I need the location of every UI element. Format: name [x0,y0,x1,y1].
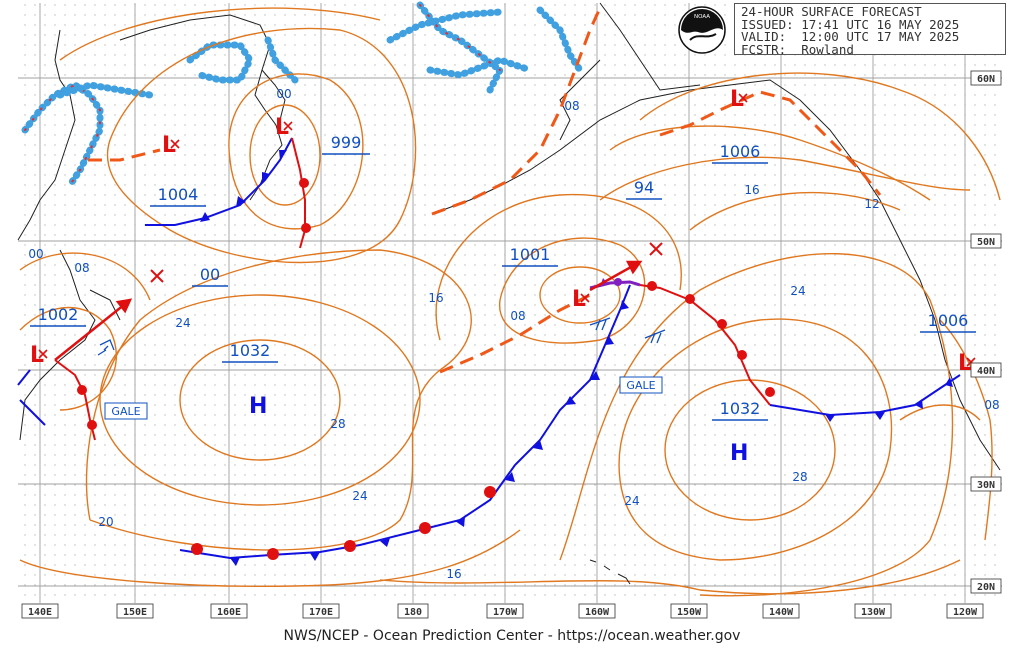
low-x-marks [38,93,976,367]
cold-front-barbs [200,150,953,566]
isobar-label: 28 [792,470,807,484]
isobar-label: 20 [98,515,113,529]
isobar-label: 12 [864,197,879,211]
noaa-logo: NOAA [678,6,726,54]
isobars [19,7,1001,597]
lat-label: 40N [977,366,995,377]
trough-lines [88,7,882,374]
isobar-label: 16 [744,183,759,197]
isobar-label: 08 [510,309,525,323]
lon-label: 160E [217,607,241,618]
forecast-info-box: 24-HOUR SURFACE FORECAST ISSUED: 17:41 U… [734,3,1006,55]
lat-label: 30N [977,480,995,491]
low-symbol: L [572,287,586,312]
lat-label: 50N [977,237,995,248]
gale-label: GALE [626,379,655,392]
pressure-label: 1001 [510,245,551,264]
isobar-label: 24 [352,489,367,503]
low-symbols: L L L L L L [30,87,972,376]
issued-time: ISSUED: 17:41 UTC 16 MAY 2025 [741,16,960,32]
low-symbol: L [730,87,744,112]
isobar-label: 28 [330,417,345,431]
pressure-label: 1032 [230,341,271,360]
high-symbols: H H [249,394,748,466]
high-symbol: H [730,441,748,466]
low-symbol: L [30,343,44,368]
gale-labels: GALE GALE [104,376,663,420]
coastlines [17,2,1001,471]
isobar-label: 08 [984,398,999,412]
isobar-label: 00 [276,87,291,101]
islands [589,559,631,585]
isobar-label: 16 [446,567,461,581]
ice-edge [21,1,584,189]
pressure-label-underlines [30,153,976,421]
wind-barbs [97,317,666,356]
lon-label: 120W [953,607,978,618]
storm-track-arrows [54,260,643,361]
forecast-x-marks [150,242,663,283]
pressure-label: 1004 [158,185,199,204]
lat-label: 60N [977,74,995,85]
isobar-label: 24 [175,316,190,330]
lon-label: 140W [769,607,794,618]
map-background [18,3,1002,603]
svg-text:NOAA: NOAA [694,14,710,20]
lat-label: 20N [977,582,995,593]
pressure-label: 1006 [720,142,761,161]
high-symbol: H [249,394,267,419]
isobar-label: 24 [624,494,639,508]
low-symbol: L [162,133,176,158]
isobar-label: 16 [428,291,443,305]
isobar-label: 08 [74,261,89,275]
valid-time: VALID: 12:00 UTC 17 MAY 2025 [741,29,960,44]
pressure-labels: 1004 999 1002 00 1032 1001 1006 94 1032 … [38,133,969,418]
lon-label: 130W [861,607,886,618]
lon-label: 170E [309,607,333,618]
low-symbol: L [958,351,972,376]
pressure-label: 94 [634,178,654,197]
lon-label: 140E [28,607,52,618]
forecaster: FCSTR: Rowland [741,41,854,57]
footer-credit: NWS/NCEP - Ocean Prediction Center - htt… [283,628,741,644]
pressure-label: 00 [200,265,220,284]
isobar-labels: 00 00 08 24 28 24 20 16 16 08 24 28 24 1… [28,87,999,581]
pressure-label: 1006 [928,311,969,330]
lat-labels: 60N 50N 40N 30N 20N [970,70,1002,594]
lon-label: 150E [123,607,147,618]
lon-label: 160W [585,607,610,618]
gale-label: GALE [111,405,140,418]
pressure-label: 1002 [38,305,79,324]
lon-label: 170W [493,607,518,618]
isobar-label: 24 [790,284,805,298]
lon-labels: 140E 150E 160E 170E 180 170W 160W 150W 1… [21,603,984,619]
isobar-label: 08 [564,99,579,113]
lon-label: 180 [404,607,422,618]
forecast-title: 24-HOUR SURFACE FORECAST [741,4,922,19]
warm-front-bumps [77,178,775,560]
isobar-label: 00 [28,247,43,261]
pressure-label: 999 [331,133,362,152]
lon-label: 150W [677,607,702,618]
low-symbol: L [275,115,289,140]
pressure-label: 1032 [720,399,761,418]
